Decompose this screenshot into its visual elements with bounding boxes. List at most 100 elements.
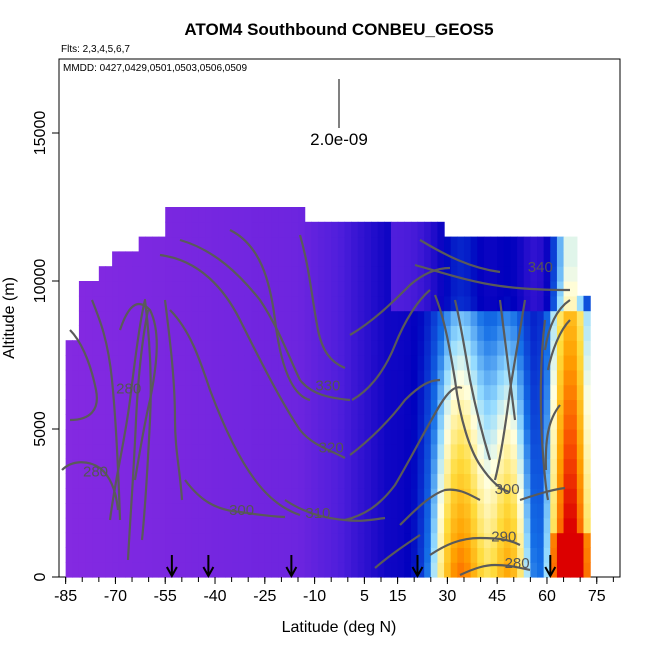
heatmap-cell xyxy=(537,517,545,534)
heatmap-cell xyxy=(490,281,498,297)
heatmap-cell xyxy=(132,473,140,489)
heatmap-cell xyxy=(218,488,226,504)
heatmap-cell xyxy=(576,562,585,578)
heatmap-cell xyxy=(258,488,266,504)
heatmap-cell xyxy=(570,281,578,297)
heatmap-cell xyxy=(357,458,365,474)
heatmap-cell xyxy=(278,207,286,223)
heatmap-cell xyxy=(430,340,439,356)
heatmap-cell xyxy=(231,207,239,223)
heatmap-cell xyxy=(397,340,405,356)
heatmap-cell xyxy=(291,295,299,312)
heatmap-cell xyxy=(390,503,399,519)
heatmap-cell xyxy=(244,266,253,282)
heatmap-cell xyxy=(364,369,372,386)
heatmap-cell xyxy=(437,414,445,430)
contour-line xyxy=(284,499,386,522)
heatmap-cell xyxy=(284,310,292,326)
heatmap-cell xyxy=(497,251,505,267)
heatmap-cell xyxy=(231,236,239,252)
heatmap-cell xyxy=(317,399,326,415)
heatmap-cell xyxy=(490,251,498,267)
heatmap-cell xyxy=(444,414,452,430)
heatmap-cell xyxy=(191,310,200,326)
heatmap-cell xyxy=(244,325,253,341)
heatmap-cell xyxy=(324,325,332,341)
heatmap-cell xyxy=(311,414,319,430)
heatmap-cell xyxy=(171,503,180,519)
heatmap-cell xyxy=(384,384,392,400)
heatmap-cell xyxy=(344,295,352,312)
heatmap-cell xyxy=(224,443,233,460)
heatmap-cell xyxy=(151,399,160,415)
heatmap-cell xyxy=(517,399,525,415)
heatmap-cell xyxy=(371,399,379,415)
heatmap-cell xyxy=(503,340,512,356)
heatmap-cell xyxy=(444,340,452,356)
heatmap-cell xyxy=(563,384,571,400)
heatmap-cell xyxy=(576,414,585,430)
heatmap-cell xyxy=(171,443,180,460)
heatmap-cell xyxy=(324,340,332,356)
heatmap-cell xyxy=(470,429,478,445)
heatmap-cell xyxy=(583,458,591,474)
heatmap-cell xyxy=(410,414,419,430)
heatmap-cell xyxy=(211,414,219,430)
heatmap-cell xyxy=(410,517,419,534)
heatmap-cell xyxy=(483,384,492,400)
heatmap-cell xyxy=(304,251,312,267)
heatmap-cell xyxy=(371,517,379,534)
heatmap-cell xyxy=(191,488,200,504)
heatmap-cell xyxy=(211,532,219,548)
heatmap-cell xyxy=(191,207,200,223)
heatmap-cell xyxy=(537,295,545,312)
heatmap-cell xyxy=(125,325,133,341)
heatmap-cell xyxy=(98,340,107,356)
heatmap-cell xyxy=(291,399,299,415)
heatmap-cell xyxy=(390,562,399,578)
heatmap-cell xyxy=(397,414,405,430)
heatmap-cell xyxy=(171,221,180,238)
heatmap-cell xyxy=(371,221,379,238)
heatmap-cell xyxy=(145,458,153,474)
heatmap-cell xyxy=(371,266,379,282)
heatmap-cell xyxy=(483,340,492,356)
heatmap-cell xyxy=(523,503,531,519)
heatmap-cell xyxy=(238,295,246,312)
heatmap-cell xyxy=(291,207,299,223)
heatmap-cell xyxy=(530,414,538,430)
heatmap-cell xyxy=(444,281,452,297)
heatmap-cell xyxy=(118,517,126,534)
heatmap-cell xyxy=(430,503,439,519)
contour-label: 330 xyxy=(315,378,340,395)
heatmap-cell xyxy=(583,384,591,400)
heatmap-cell xyxy=(311,295,319,312)
heatmap-cell xyxy=(105,473,113,489)
heatmap-cell xyxy=(444,443,452,460)
heatmap-cell xyxy=(211,236,219,252)
heatmap-cell xyxy=(543,310,551,326)
heatmap-cell xyxy=(284,207,292,223)
heatmap-cell xyxy=(224,221,233,238)
heatmap-cell xyxy=(304,295,312,312)
heatmap-cell xyxy=(238,355,246,371)
heatmap-cell xyxy=(397,473,405,489)
heatmap-cell xyxy=(483,532,492,548)
heatmap-cell xyxy=(151,251,160,267)
heatmap-cell xyxy=(357,251,365,267)
heatmap-cell xyxy=(198,251,206,267)
heatmap-cell xyxy=(231,532,239,548)
heatmap-cell xyxy=(523,266,531,282)
heatmap-cell xyxy=(364,443,372,460)
heatmap-cell xyxy=(410,221,419,238)
heatmap-cell xyxy=(550,458,558,474)
heatmap-cell xyxy=(198,266,206,282)
heatmap-cell xyxy=(404,251,412,267)
heatmap-cell xyxy=(404,221,412,238)
heatmap-cell xyxy=(337,266,346,282)
heatmap-cell xyxy=(490,310,498,326)
contour-line xyxy=(126,309,150,561)
heatmap-cell xyxy=(291,251,299,267)
heatmap-cell xyxy=(450,532,458,548)
heatmap-cell xyxy=(463,384,472,400)
